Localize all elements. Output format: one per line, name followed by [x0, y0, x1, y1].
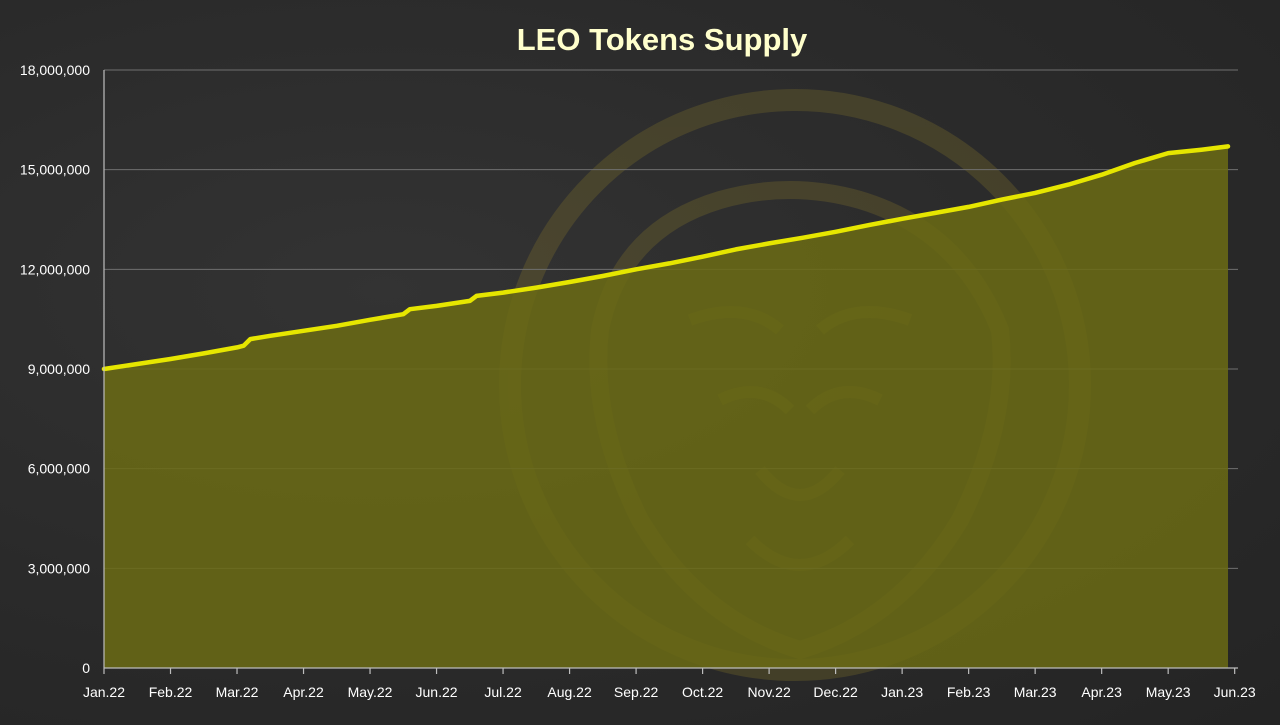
- y-tick-label: 9,000,000: [28, 361, 90, 377]
- y-tick-label: 15,000,000: [20, 162, 90, 178]
- chart-title: LEO Tokens Supply: [517, 22, 808, 57]
- x-tick-label: May.22: [348, 684, 393, 700]
- x-tick-label: Apr.22: [283, 684, 324, 700]
- y-tick-label: 12,000,000: [20, 261, 90, 277]
- plot-area: [101, 144, 1231, 668]
- x-tick-label: Mar.23: [1014, 684, 1057, 700]
- x-tick-label: Nov.22: [747, 684, 791, 700]
- x-tick-label: Dec.22: [813, 684, 858, 700]
- x-tick-label: Sep.22: [614, 684, 659, 700]
- x-tick-labels: Jan.22 Feb.22 Mar.22 Apr.22 May.22 Jun.22 Jul.…: [83, 684, 1256, 700]
- x-tick-label: Feb.22: [149, 684, 193, 700]
- x-tick-label: Feb.23: [947, 684, 991, 700]
- y-tick-label: 6,000,000: [28, 461, 90, 477]
- x-tick-label: Jun.22: [416, 684, 458, 700]
- x-tick-label: Jan.23: [881, 684, 923, 700]
- axes: [103, 70, 1238, 674]
- x-tick-label: Aug.22: [547, 684, 592, 700]
- x-tick-label: May.23: [1146, 684, 1191, 700]
- x-tick-label: Jun.23: [1214, 684, 1256, 700]
- x-tick-label: Oct.22: [682, 684, 723, 700]
- x-tick-label: Apr.23: [1081, 684, 1122, 700]
- supply-line: [101, 144, 1231, 372]
- x-tick-label: Jan.22: [83, 684, 125, 700]
- x-tick-label: Mar.22: [216, 684, 259, 700]
- supply-area: [104, 146, 1229, 668]
- x-tick-label: Jul.22: [484, 684, 522, 700]
- y-tick-labels: 0 3,000,000 6,000,000 9,000,000 12,000,000 15…: [20, 62, 90, 676]
- y-tick-label: 3,000,000: [28, 560, 90, 576]
- y-tick-label: 18,000,000: [20, 62, 90, 78]
- y-tick-label: 0: [82, 660, 90, 676]
